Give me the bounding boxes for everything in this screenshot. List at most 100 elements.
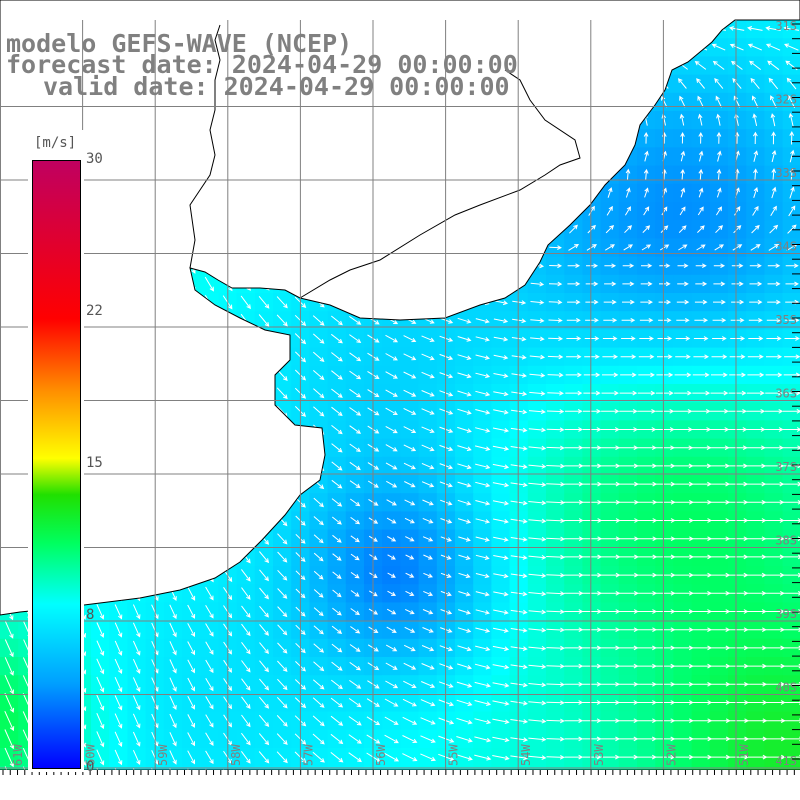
wind-arrow xyxy=(403,407,417,415)
wind-arrow xyxy=(567,263,581,269)
wind-arrow xyxy=(657,336,673,341)
wind-arrow xyxy=(658,299,672,305)
wind-arrow xyxy=(637,408,656,414)
wind-arrow xyxy=(644,150,649,162)
wind-arrow xyxy=(655,408,675,414)
wind-arrow xyxy=(312,679,325,690)
wind-arrow xyxy=(348,716,362,726)
colorbar xyxy=(32,160,81,769)
wind-arrow xyxy=(277,642,288,654)
wind-arrow xyxy=(764,408,784,414)
wind-arrow xyxy=(403,462,416,470)
wind-arrow xyxy=(114,695,123,711)
wind-arrow xyxy=(169,695,177,711)
wind-arrow xyxy=(619,390,638,396)
wind-arrow xyxy=(330,315,343,326)
wind-arrow xyxy=(493,573,509,579)
wind-arrow xyxy=(276,751,288,764)
wind-arrow xyxy=(673,408,693,414)
wind-arrow xyxy=(567,281,581,287)
wind-arrow xyxy=(169,750,177,765)
wind-arrow xyxy=(348,697,362,708)
wind-arrow xyxy=(547,390,564,396)
wind-arrow xyxy=(564,700,584,705)
wind-arrow xyxy=(660,225,669,233)
wind-arrow xyxy=(586,263,599,269)
wind-arrow xyxy=(4,729,15,750)
wind-arrow xyxy=(528,482,547,487)
wind-arrow xyxy=(349,315,362,325)
wind-arrow xyxy=(241,696,251,710)
wind-arrow xyxy=(564,445,584,451)
wind-arrow xyxy=(677,281,689,287)
wind-arrow xyxy=(529,372,546,378)
wind-arrow xyxy=(528,536,547,542)
wind-arrow xyxy=(748,336,764,341)
wind-arrow xyxy=(752,113,758,127)
wind-arrow xyxy=(475,318,490,324)
wind-arrow xyxy=(546,572,565,578)
wind-arrow xyxy=(132,604,141,620)
wind-arrow xyxy=(625,168,631,180)
wind-arrow xyxy=(403,426,417,433)
wind-arrow xyxy=(528,500,547,506)
wind-arrow xyxy=(205,732,214,747)
wind-arrow xyxy=(349,644,361,652)
wind-arrow xyxy=(546,663,565,669)
wind-arrow xyxy=(782,481,800,487)
wind-arrow xyxy=(746,390,765,396)
wind-arrow xyxy=(420,717,436,725)
wind-arrow xyxy=(331,498,343,507)
longitude-label: 52W xyxy=(664,744,678,766)
wind-arrow xyxy=(313,552,324,562)
colorbar-tick-0: 0 xyxy=(86,759,95,775)
wind-arrow xyxy=(698,150,704,162)
wind-arrow xyxy=(348,734,362,744)
wind-arrow xyxy=(640,299,653,305)
wind-arrow xyxy=(780,718,800,724)
wind-arrow xyxy=(493,354,509,360)
wind-arrow xyxy=(457,390,472,397)
wind-arrow xyxy=(782,499,800,505)
wind-arrow xyxy=(747,354,764,360)
wind-arrow xyxy=(474,718,492,725)
wind-arrow xyxy=(277,588,288,599)
wind-arrow xyxy=(787,224,797,234)
wind-arrow xyxy=(678,244,688,251)
wind-arrow xyxy=(732,244,743,251)
wind-arrow xyxy=(546,463,565,469)
wind-arrow xyxy=(788,95,796,109)
wind-arrow xyxy=(641,263,653,269)
wind-arrow xyxy=(386,517,397,524)
wind-arrow xyxy=(312,333,325,344)
wind-arrow xyxy=(132,749,141,765)
wind-arrow xyxy=(584,354,600,360)
wind-arrow xyxy=(332,534,342,543)
wind-arrow xyxy=(493,336,509,342)
wind-arrow xyxy=(169,659,177,674)
wind-arrow xyxy=(643,131,649,144)
wind-arrow xyxy=(767,60,780,71)
wind-arrow xyxy=(240,295,251,310)
wind-arrow xyxy=(564,718,584,724)
wind-arrow xyxy=(332,607,342,616)
wind-arrow xyxy=(349,425,362,434)
wind-arrow xyxy=(528,554,547,560)
wind-arrow xyxy=(420,735,436,743)
wind-arrow xyxy=(547,354,564,360)
wind-arrow xyxy=(421,390,435,397)
valid-date: valid date: 2024-04-29 00:00:00 xyxy=(43,72,510,101)
wind-arrow xyxy=(768,244,780,251)
wind-arrow xyxy=(546,700,565,706)
wind-arrow xyxy=(698,187,704,198)
wind-arrow xyxy=(404,481,416,488)
wind-arrow xyxy=(313,516,324,526)
wind-arrow xyxy=(528,445,547,451)
wind-arrow xyxy=(493,609,509,615)
wind-arrow xyxy=(661,206,668,216)
wind-arrow xyxy=(603,317,618,323)
wind-arrow xyxy=(680,150,686,162)
wind-arrow xyxy=(546,718,565,724)
longitude-label: 57W xyxy=(301,744,315,766)
